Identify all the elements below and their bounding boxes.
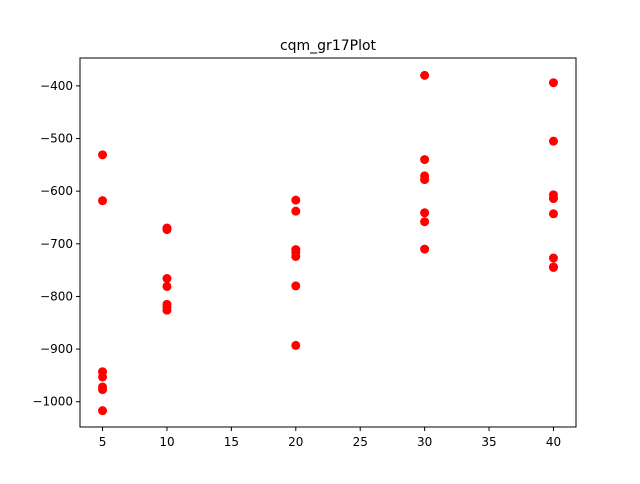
y-tick-label: −700 — [40, 237, 73, 251]
x-tick-label: 30 — [417, 435, 432, 449]
plot-frame — [79, 57, 577, 428]
x-tick-label: 40 — [546, 435, 561, 449]
data-point — [291, 281, 301, 291]
data-point — [98, 372, 108, 382]
data-point — [162, 225, 172, 235]
data-point — [420, 70, 430, 80]
x-tick-label: 15 — [224, 435, 239, 449]
x-axis: 5 10 15 20 25 30 35 40 — [99, 427, 561, 449]
data-point — [291, 195, 301, 205]
data-point — [291, 251, 301, 261]
data-point — [98, 406, 108, 416]
data-point — [548, 253, 558, 263]
data-point — [291, 206, 301, 216]
data-points — [98, 70, 558, 416]
x-tick-label: 35 — [481, 435, 496, 449]
data-point — [420, 175, 430, 185]
data-point — [548, 263, 558, 273]
y-tick-label: −500 — [40, 132, 73, 146]
data-point — [548, 78, 558, 88]
data-point — [98, 196, 108, 206]
data-point — [98, 385, 108, 395]
y-tick-label: −900 — [40, 342, 73, 356]
x-tick-label: 10 — [159, 435, 174, 449]
data-point — [162, 281, 172, 291]
data-point — [420, 217, 430, 227]
data-point — [548, 136, 558, 146]
x-tick-label: 20 — [288, 435, 303, 449]
data-point — [162, 305, 172, 315]
data-point — [420, 155, 430, 165]
y-tick-label: −400 — [40, 79, 73, 93]
data-point — [291, 340, 301, 350]
y-tick-label: −800 — [40, 289, 73, 303]
y-axis: −400 −500 −600 −700 −800 −900 −1000 — [32, 79, 80, 409]
y-tick-label: −1000 — [32, 395, 73, 409]
data-point — [420, 244, 430, 254]
chart-title: cqm_gr17Plot — [280, 38, 377, 54]
data-point — [548, 209, 558, 219]
data-point — [548, 194, 558, 204]
x-tick-label: 5 — [99, 435, 107, 449]
data-point — [420, 208, 430, 218]
data-point — [162, 274, 172, 284]
y-tick-label: −600 — [40, 184, 73, 198]
data-point — [98, 150, 108, 160]
x-tick-label: 25 — [353, 435, 368, 449]
